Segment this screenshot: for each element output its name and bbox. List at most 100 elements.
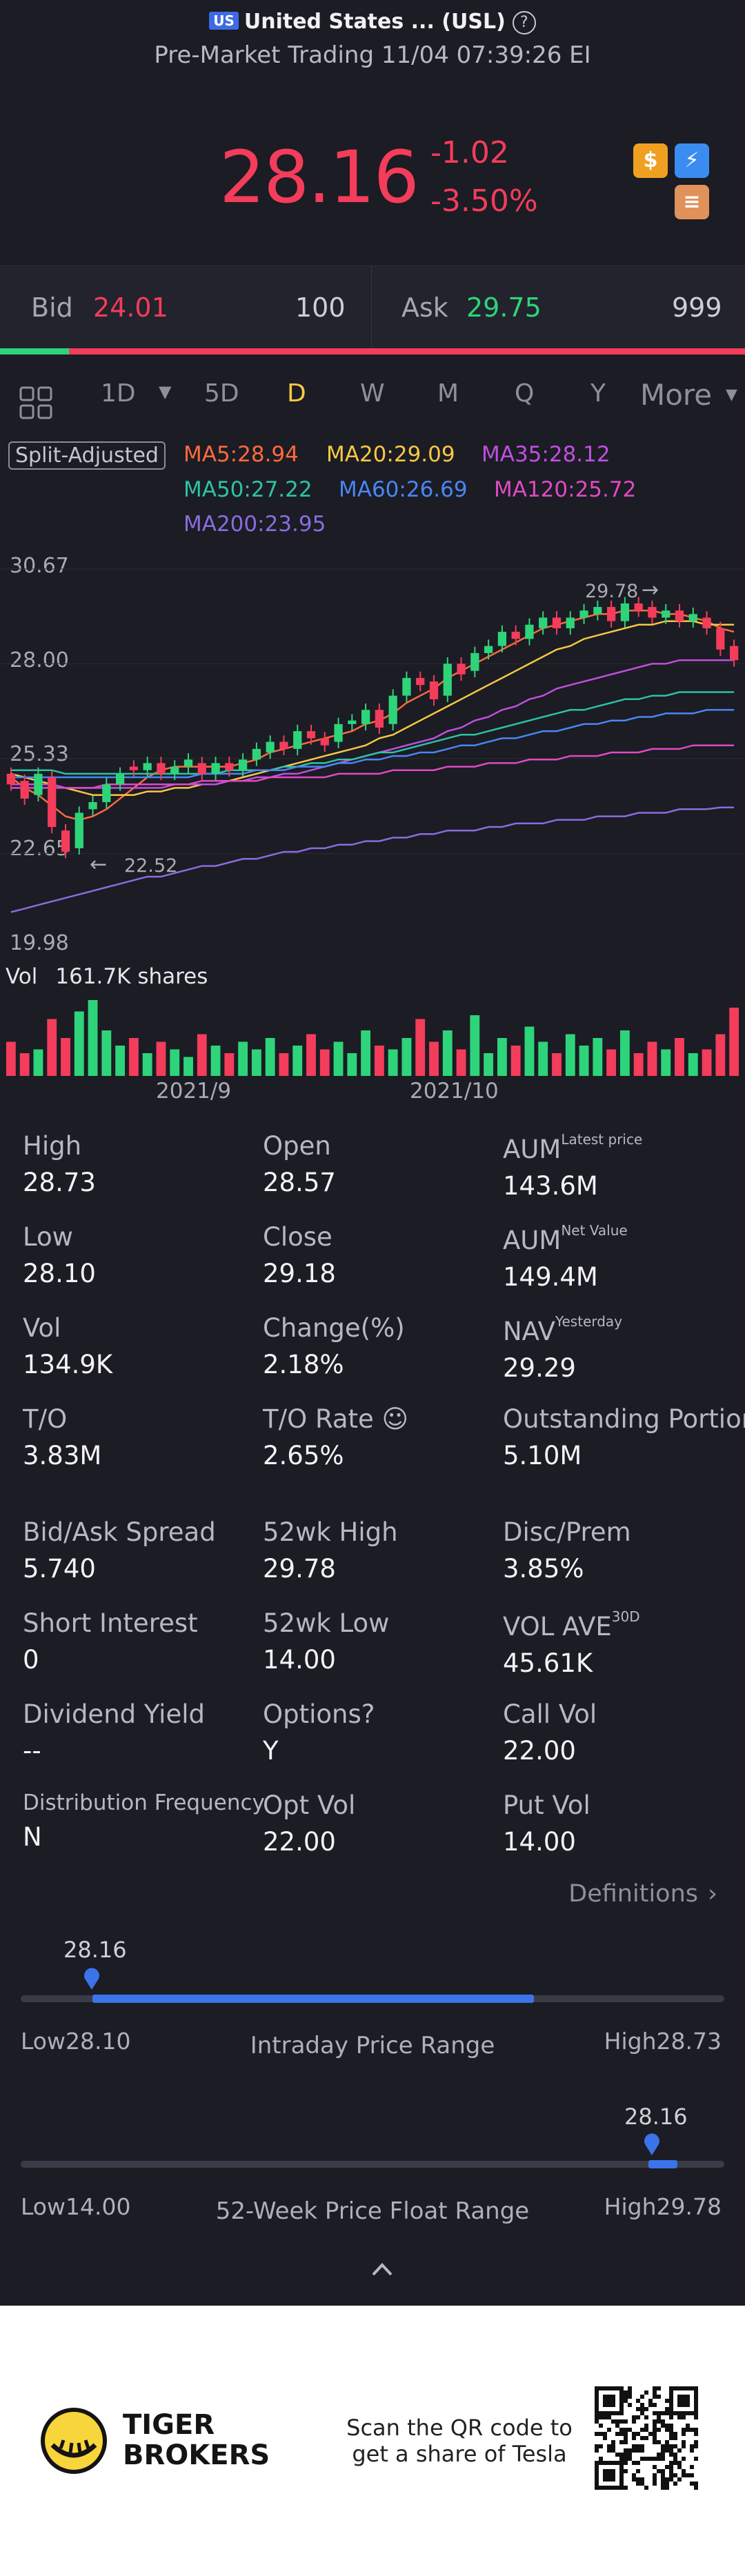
candle <box>88 802 97 810</box>
week52-marker-icon <box>644 2133 659 2155</box>
volume-bar <box>6 1041 16 1076</box>
trading-status: Pre-Market Trading 11/04 07:39:26 EI <box>154 41 591 69</box>
tab-day[interactable]: D <box>287 379 306 408</box>
brand-line-1: TIGER <box>123 2409 215 2441</box>
stat-value: 22.00 <box>503 1736 576 1766</box>
grid-icon[interactable] <box>19 386 52 419</box>
stat-value: 0 <box>23 1645 39 1675</box>
ma5-label: MA5:28.94 <box>183 442 299 467</box>
stat-label: Dividend Yield <box>23 1699 205 1729</box>
chevron-down-icon[interactable]: ▼ <box>159 382 172 401</box>
tab-year[interactable]: Y <box>590 379 606 408</box>
candlestick-chart[interactable] <box>0 552 745 959</box>
candle <box>143 763 152 770</box>
stat-close: Close 29.18 <box>263 1222 336 1288</box>
scan-line-2: get a share of Tesla <box>352 2441 567 2467</box>
tab-week[interactable]: W <box>360 379 385 408</box>
qr-code-icon[interactable] <box>595 2386 698 2490</box>
candle <box>320 738 329 746</box>
tab-more[interactable]: More <box>640 378 713 412</box>
stat-short-interest: Short Interest 0 <box>23 1608 198 1675</box>
more-chevron-icon[interactable]: ▼ <box>726 386 737 403</box>
stat-label: AUMNet Value <box>503 1222 628 1255</box>
last-price: 28.16 <box>219 135 419 219</box>
stat-value: 29.78 <box>263 1554 336 1584</box>
stat-value: 45.61K <box>503 1648 593 1678</box>
stat-options: Options? Y <box>263 1699 375 1766</box>
dollar-icon[interactable]: $ <box>633 143 668 178</box>
volume-bar <box>415 1019 426 1076</box>
stat-value: 22.00 <box>263 1827 336 1857</box>
stat-value: 28.57 <box>263 1168 336 1197</box>
candle <box>183 759 193 767</box>
market-title-row[interactable]: US United States ... (USL)? <box>0 10 745 34</box>
volume-bar <box>510 1046 521 1076</box>
candle <box>170 766 179 774</box>
ask-size: 999 <box>672 292 722 323</box>
ma50-label: MA50:27.22 <box>183 477 312 502</box>
candle <box>225 763 234 770</box>
volume-bar <box>128 1038 139 1076</box>
week52-track <box>21 2161 724 2168</box>
info-face-icon[interactable]: ☺ <box>373 1404 409 1434</box>
flash-icon[interactable]: ⚡ <box>675 143 709 178</box>
stat-label: Opt Vol <box>263 1790 356 1820</box>
tab-5d[interactable]: 5D <box>204 379 239 408</box>
bid-label: Bid <box>31 292 73 323</box>
x-tick-label: 2021/10 <box>410 1079 499 1104</box>
ma120-label: MA120:25.72 <box>494 477 637 502</box>
week52-fill <box>648 2160 677 2168</box>
candle <box>484 646 493 653</box>
chevron-up-icon[interactable] <box>370 2261 394 2277</box>
stat-bid-ask-spread: Bid/Ask Spread 5.740 <box>23 1517 216 1584</box>
volume-bar <box>156 1041 166 1076</box>
volume-bar <box>593 1038 603 1076</box>
split-adjusted-toggle[interactable]: Split-Adjusted <box>8 441 166 470</box>
scan-line-1: Scan the QR code to <box>346 2415 573 2441</box>
stat-change: Change(%) 2.18% <box>263 1313 405 1379</box>
candle <box>620 603 630 621</box>
volume-bar <box>33 1049 43 1076</box>
stat-disc-prem: Disc/Prem 3.85% <box>503 1517 631 1584</box>
volume-bar <box>319 1049 330 1076</box>
ma-line-ma20 <box>10 620 735 796</box>
volume-bar <box>279 1053 289 1076</box>
volume-bar <box>333 1041 344 1076</box>
stat-label: AUMLatest price <box>503 1131 643 1164</box>
volume-bar <box>306 1034 316 1076</box>
volume-bar <box>579 1046 589 1076</box>
definitions-link[interactable]: Definitions › <box>568 1880 717 1908</box>
stat-value: 29.29 <box>503 1353 576 1383</box>
stat-value: 149.4M <box>503 1262 598 1292</box>
tab-1d[interactable]: 1D <box>101 379 136 408</box>
volume-chart <box>6 1000 739 1076</box>
candle <box>552 617 562 628</box>
ma-line-ma200 <box>10 806 735 913</box>
stat-aum: AUMLatest price 143.6M <box>503 1131 642 1201</box>
candle <box>34 773 43 795</box>
stat-value: 5.10M <box>503 1441 582 1470</box>
quote-header: US United States ... (USL)? Pre-Market Tr… <box>0 0 745 266</box>
tab-month[interactable]: M <box>437 379 459 408</box>
stat-distribution-frequency: Distribution Frequency N <box>23 1790 265 1852</box>
y-tick-label: 25.33 <box>10 742 69 766</box>
tiger-logo-icon <box>41 2408 107 2474</box>
candle <box>443 663 452 696</box>
volume-bar <box>688 1053 698 1076</box>
volume-bar <box>538 1041 548 1076</box>
tab-quarter[interactable]: Q <box>515 379 535 408</box>
stat-dividend-yield: Dividend Yield -- <box>23 1699 205 1766</box>
candle <box>511 632 520 639</box>
chart-period-tabs: 1D ▼ 5D D W M Q Y More ▼ <box>0 366 745 421</box>
candle <box>20 781 29 799</box>
help-icon[interactable]: ? <box>512 11 536 34</box>
stack-icon[interactable]: ≡ <box>675 185 709 219</box>
stat-label-superscript: Latest price <box>561 1131 643 1148</box>
volume-bar <box>675 1038 684 1076</box>
candle <box>675 610 684 621</box>
stat-label: Open <box>263 1131 331 1161</box>
candle <box>525 624 534 639</box>
price-change-percent: -3.50% <box>430 183 538 219</box>
volume-bar <box>647 1041 657 1076</box>
candle <box>279 741 288 749</box>
